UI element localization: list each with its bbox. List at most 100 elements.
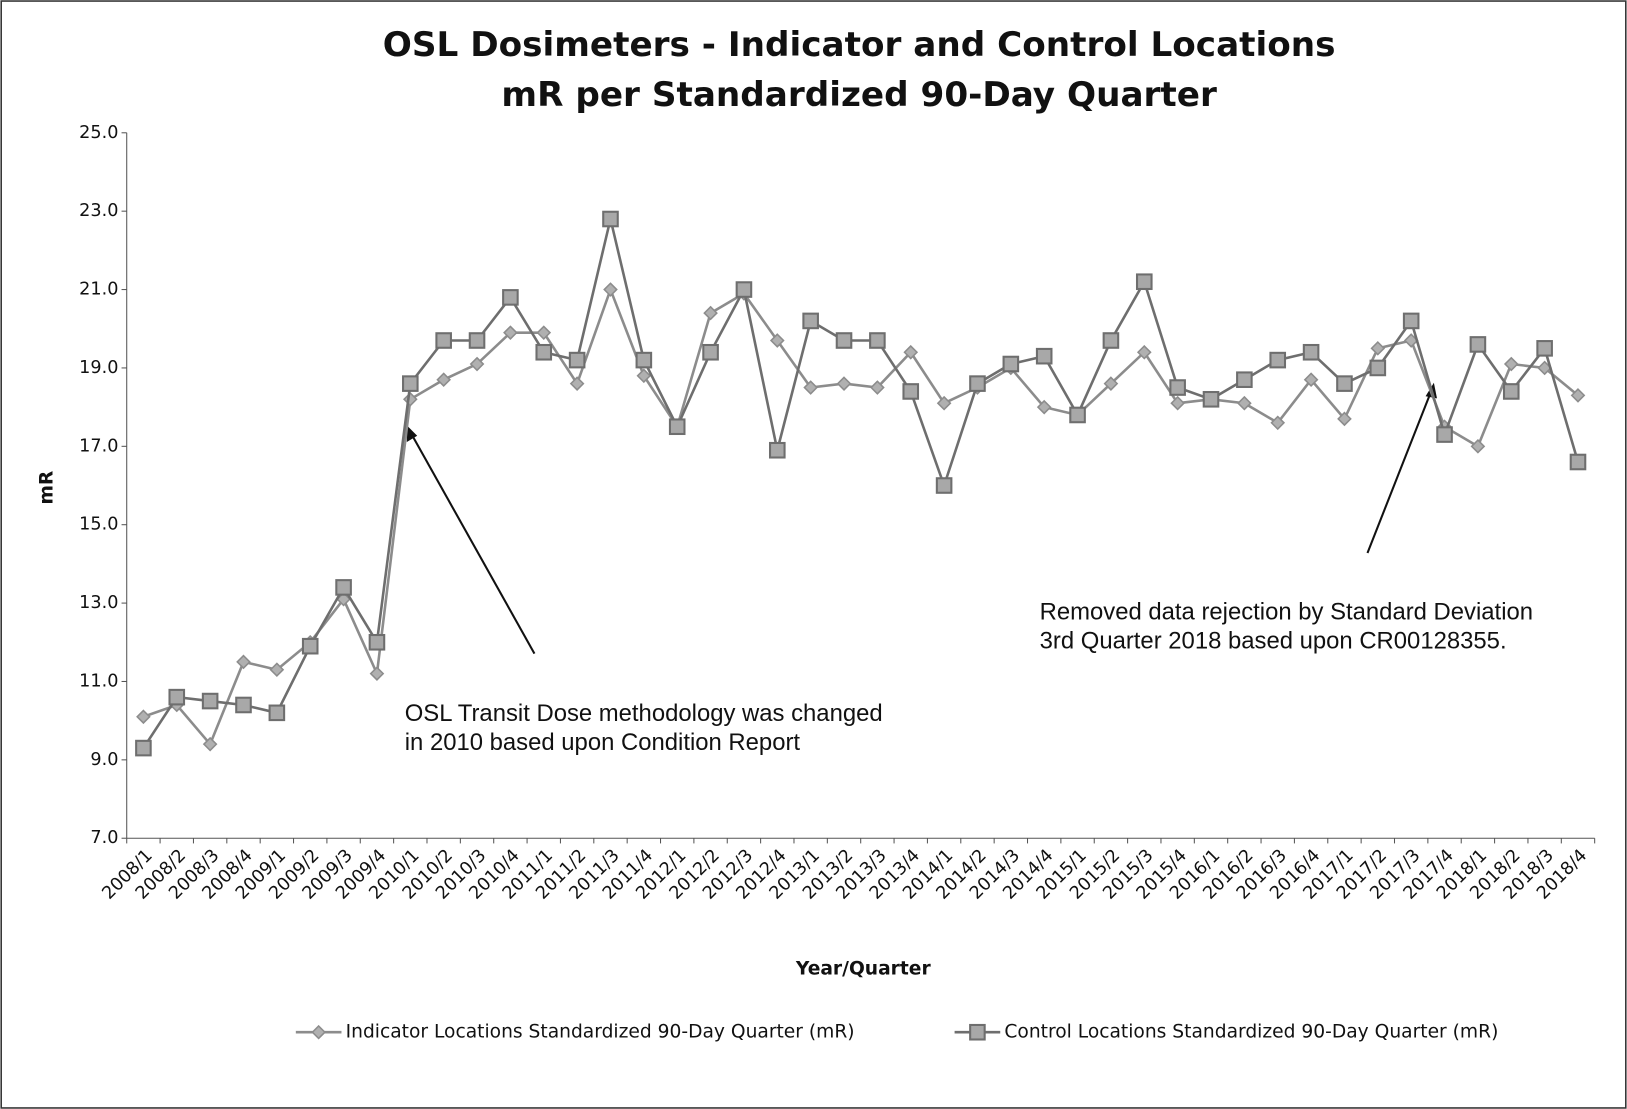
y-tick-label: 23.0 — [79, 201, 118, 221]
data-point — [636, 368, 652, 384]
data-point — [602, 210, 619, 228]
data-point — [668, 418, 686, 436]
data-point — [1102, 332, 1120, 349]
data-point — [1336, 375, 1353, 392]
y-tick-label: 21.0 — [79, 280, 118, 300]
data-point — [436, 372, 451, 388]
data-point — [702, 343, 719, 361]
data-point — [735, 281, 753, 298]
data-point — [536, 325, 552, 340]
annotation-text: 3rd Quarter 2018 based upon CR00128355. — [1040, 627, 1507, 654]
data-point — [1270, 415, 1286, 431]
data-point — [936, 395, 952, 411]
data-point — [836, 376, 852, 391]
data-point — [469, 356, 485, 372]
data-point — [369, 666, 385, 681]
data-point — [1503, 356, 1519, 372]
data-point — [269, 662, 285, 678]
data-point — [902, 383, 920, 400]
data-point — [1370, 341, 1386, 356]
data-point — [1237, 395, 1252, 411]
data-point — [969, 375, 986, 392]
data-point — [1436, 426, 1453, 443]
data-point — [1470, 438, 1486, 454]
data-point — [468, 332, 486, 349]
y-tick-label: 17.0 — [79, 436, 118, 456]
data-point — [368, 633, 386, 651]
data-point — [1302, 343, 1320, 361]
data-point — [1536, 340, 1553, 357]
data-point — [603, 282, 618, 297]
data-point — [1402, 312, 1420, 330]
annotation-text: OSL Transit Dose methodology was changed — [405, 700, 883, 727]
data-point — [435, 332, 452, 349]
data-point — [535, 343, 553, 361]
data-point — [135, 739, 152, 757]
arrow-head — [406, 425, 418, 442]
data-point — [903, 344, 919, 360]
data-point — [502, 289, 519, 306]
data-point — [136, 709, 151, 725]
data-point — [1135, 273, 1153, 291]
y-tick-label: 11.0 — [79, 671, 118, 691]
y-tick-label: 15.0 — [79, 515, 118, 535]
data-point — [268, 704, 286, 722]
data-point — [201, 692, 219, 710]
data-point — [568, 351, 586, 369]
data-point — [235, 696, 252, 714]
y-tick-label: 7.0 — [90, 828, 118, 848]
series-line — [142, 285, 1579, 747]
data-point — [870, 380, 885, 395]
legend-marker — [311, 1024, 326, 1040]
data-point — [835, 332, 853, 349]
data-point — [1269, 351, 1287, 369]
data-point — [768, 441, 786, 459]
data-point — [569, 376, 585, 391]
data-point — [803, 380, 818, 395]
y-tick-label: 9.0 — [90, 750, 118, 770]
data-point — [769, 333, 785, 348]
data-point — [202, 736, 218, 752]
data-point — [1569, 453, 1587, 471]
data-point — [1502, 383, 1520, 400]
annotation-text: Removed data rejection by Standard Devia… — [1040, 598, 1533, 625]
data-point — [335, 579, 352, 596]
data-point — [869, 332, 886, 349]
data-point — [1103, 376, 1119, 391]
data-point — [1169, 379, 1186, 396]
data-point — [1570, 388, 1586, 403]
data-point — [1069, 406, 1086, 424]
data-point — [935, 477, 953, 494]
data-point — [1303, 372, 1319, 388]
data-point — [1337, 411, 1352, 427]
data-point — [802, 312, 819, 330]
annotation-arrow — [1366, 386, 1434, 554]
data-point — [402, 375, 419, 392]
data-point — [1202, 390, 1220, 408]
data-point — [1369, 359, 1387, 377]
legend-label: Control Locations Standardized 90-Day Qu… — [1004, 1022, 1498, 1043]
data-point — [1002, 355, 1020, 373]
data-point — [1035, 347, 1053, 365]
y-tick-label: 13.0 — [79, 593, 118, 613]
x-axis-title: Year/Quarter — [795, 958, 932, 979]
data-point — [503, 325, 518, 340]
data-point — [1469, 336, 1487, 353]
data-point — [168, 688, 186, 706]
chart-title: OSL Dosimeters - Indicator and Control L… — [383, 25, 1336, 65]
annotation-arrow — [408, 428, 536, 655]
data-point — [1136, 344, 1152, 360]
data-point — [1236, 371, 1253, 388]
data-point — [1170, 395, 1185, 411]
legend-label: Indicator Locations Standardized 90-Day … — [346, 1022, 855, 1043]
data-point — [1036, 399, 1052, 415]
y-tick-label: 25.0 — [79, 123, 118, 143]
chart-subtitle: mR per Standardized 90-Day Quarter — [501, 75, 1217, 115]
y-tick-label: 19.0 — [79, 358, 118, 378]
legend-marker — [969, 1023, 986, 1041]
data-point — [301, 637, 319, 655]
annotation-text: in 2010 based upon Condition Report — [405, 729, 801, 756]
